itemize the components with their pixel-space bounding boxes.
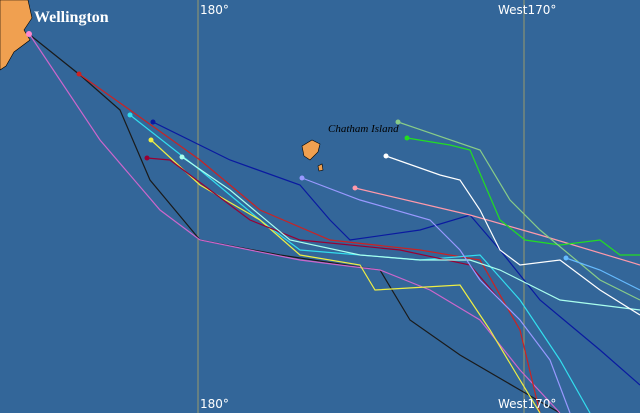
track-start <box>352 185 358 191</box>
chatham-island <box>301 139 324 172</box>
track <box>397 121 640 301</box>
track-start <box>127 112 133 118</box>
meridian-label: West170° <box>498 397 556 411</box>
track-starts <box>26 31 569 261</box>
city-label: Wellington <box>34 9 109 26</box>
land <box>0 0 33 71</box>
track <box>565 257 640 291</box>
meridian-label: West170° <box>498 3 556 17</box>
track-start <box>299 175 305 181</box>
track-start <box>76 71 82 77</box>
track <box>29 34 561 413</box>
track <box>150 139 541 413</box>
track <box>29 34 561 413</box>
meridian-label: 180° <box>200 3 229 17</box>
city-marker <box>26 31 32 37</box>
track-start <box>383 153 389 159</box>
storm-tracks <box>29 34 640 413</box>
track-start <box>144 155 150 161</box>
track <box>385 155 640 316</box>
track-start <box>150 119 156 125</box>
track-start <box>563 255 569 261</box>
track <box>152 121 640 386</box>
island-label: Chatham Island <box>328 123 399 135</box>
meridian-label: 180° <box>200 397 229 411</box>
track-start <box>148 137 154 143</box>
track-start <box>179 154 185 160</box>
track <box>301 177 571 413</box>
track-start <box>395 119 401 125</box>
track-start <box>404 135 410 141</box>
track <box>406 137 640 256</box>
track <box>354 187 640 266</box>
track <box>181 156 640 311</box>
